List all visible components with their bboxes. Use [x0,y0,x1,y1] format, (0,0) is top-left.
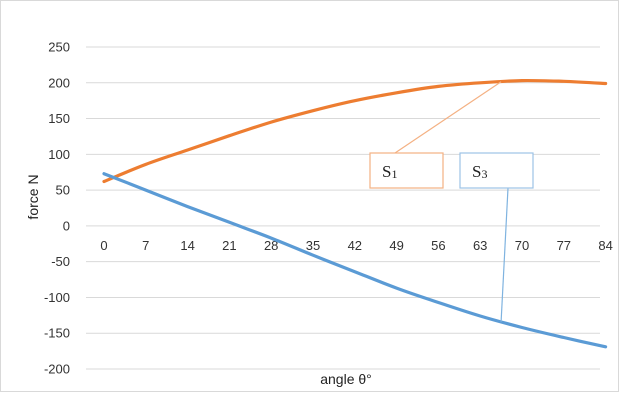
gridlines [86,46,600,370]
y-tick-label: -200 [44,362,70,377]
callout-leader-s3 [500,187,509,322]
y-axis-title: force N [25,174,41,219]
x-tick-label: 7 [142,238,149,253]
x-tick-label: 49 [389,238,403,253]
y-tick-label: 50 [56,183,70,198]
x-tick-label: 63 [473,238,487,253]
x-tick-label: 56 [431,238,445,253]
x-tick-label: 70 [515,238,529,253]
callout-box-s1 [369,152,444,189]
y-tick-label: 100 [48,147,70,162]
y-tick-label: 200 [48,75,70,90]
x-tick-label: 14 [180,238,194,253]
series-line-s3 [102,172,608,349]
y-tick-label: 250 [48,40,70,55]
y-tick-label: -100 [44,290,70,305]
series-lines [102,78,608,349]
x-tick-label: 0 [100,238,107,253]
y-tick-label: 150 [48,111,70,126]
callout-label-s1: S1 [382,162,397,181]
series-callouts: S1 S3 [369,81,534,322]
y-tick-label: -50 [51,254,70,269]
y-tick-label: -150 [44,326,70,341]
x-tick-label: 21 [222,238,236,253]
x-tick-label: 42 [348,238,362,253]
series-line-s1 [102,78,608,184]
x-axis-title: angle θ° [320,371,372,387]
y-tick-labels: 250 200 150 100 50 0 -50 -100 -150 -200 [44,40,70,377]
y-tick-label: 0 [63,218,70,233]
callout-leader-s1 [394,81,502,154]
callout-box-s3 [459,152,534,189]
callout-label-s3: S3 [472,162,487,181]
x-tick-label: 77 [557,238,571,253]
x-tick-label: 35 [306,238,320,253]
x-tick-label: 28 [264,238,278,253]
x-tick-labels: 0 7 14 21 28 35 42 49 56 63 70 77 84 [100,238,612,253]
x-tick-label: 84 [598,238,612,253]
